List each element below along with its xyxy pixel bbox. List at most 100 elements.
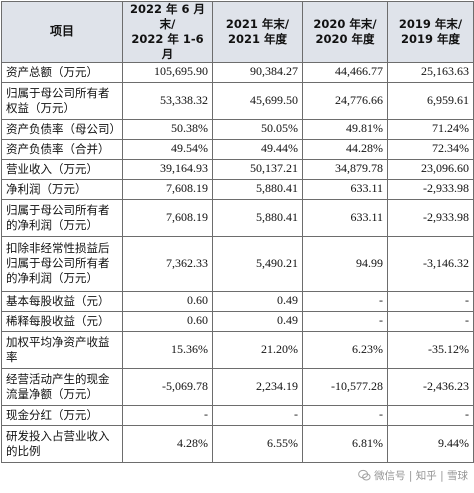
cell-value: 6.55% bbox=[212, 424, 303, 463]
table-row: 基本每股收益（元） 0.60 0.49 - - bbox=[1, 290, 474, 312]
cell-value: 7,608.19 bbox=[122, 178, 213, 200]
cell-value: 633.11 bbox=[302, 178, 388, 200]
cell-value: - bbox=[302, 404, 388, 426]
cell-value: 7,608.19 bbox=[122, 198, 213, 237]
row-label: 归属于母公司所有者的净利润（万元） bbox=[1, 198, 123, 237]
cell-value: -35.12% bbox=[387, 330, 474, 369]
row-label: 研发投入占营业收入的比例 bbox=[1, 424, 123, 463]
cell-value: 6.81% bbox=[302, 424, 388, 463]
table-row: 净利润（万元） 7,608.19 5,880.41 633.11 -2,933.… bbox=[1, 178, 474, 200]
cell-value: - bbox=[387, 404, 474, 426]
header-period-2020: 2020 年末/ 2020 年度 bbox=[302, 1, 388, 63]
header-period-2022h1-line2: 2022 年 1-6 月 bbox=[131, 31, 204, 61]
header-period-2021: 2021 年末/ 2021 年度 bbox=[212, 1, 303, 63]
row-label: 营业收入（万元） bbox=[1, 158, 123, 180]
cell-value: 0.60 bbox=[122, 310, 213, 332]
cell-value: 90,384.27 bbox=[212, 61, 303, 83]
cell-value: 6.23% bbox=[302, 330, 388, 369]
table-row: 稀释每股收益（元） 0.60 0.49 - - bbox=[1, 310, 474, 332]
cell-value: 53,338.32 bbox=[122, 81, 213, 120]
cell-value: -2,933.98 bbox=[387, 198, 474, 237]
row-label: 归属于母公司所有者权益（万元） bbox=[1, 81, 123, 120]
table-row: 资产负债率（合并） 49.54% 49.44% 44.28% 72.34% bbox=[1, 138, 474, 160]
cell-value: 49.44% bbox=[212, 138, 303, 160]
cell-value: 633.11 bbox=[302, 198, 388, 237]
header-period-2022h1: 2022 年 6 月末/ 2022 年 1-6 月 bbox=[122, 1, 213, 63]
cell-value: 25,163.63 bbox=[387, 61, 474, 83]
cell-value: 50.38% bbox=[122, 118, 213, 140]
row-label: 资产负债率（合并） bbox=[1, 138, 123, 160]
table-row: 营业收入（万元） 39,164.93 50,137.21 34,879.78 2… bbox=[1, 158, 474, 180]
wechat-bubble-icon bbox=[358, 469, 371, 481]
cell-value: 44.28% bbox=[302, 138, 388, 160]
cell-value: 39,164.93 bbox=[122, 158, 213, 180]
cell-value: 94.99 bbox=[302, 235, 388, 292]
header-period-2020-line1: 2020 年末/ bbox=[313, 16, 377, 31]
cell-value: 0.60 bbox=[122, 290, 213, 312]
cell-value: 44,466.77 bbox=[302, 61, 388, 83]
row-label: 基本每股收益（元） bbox=[1, 290, 123, 312]
cell-value: 49.54% bbox=[122, 138, 213, 160]
cell-value: 45,699.50 bbox=[212, 81, 303, 120]
cell-value: - bbox=[302, 310, 388, 332]
cell-value: -2,933.98 bbox=[387, 178, 474, 200]
header-period-2019-line2: 2019 年度 bbox=[400, 31, 460, 46]
cell-value: -5,069.78 bbox=[122, 367, 213, 406]
cell-value: 4.28% bbox=[122, 424, 213, 463]
cell-value: 5,880.41 bbox=[212, 198, 303, 237]
cell-value: 7,362.33 bbox=[122, 235, 213, 292]
table-row: 归属于母公司所有者权益（万元） 53,338.32 45,699.50 24,7… bbox=[1, 81, 474, 120]
row-label: 资产总额（万元） bbox=[1, 61, 123, 83]
header-item: 项目 bbox=[1, 1, 123, 63]
cell-value: 49.81% bbox=[302, 118, 388, 140]
cell-value: 23,096.60 bbox=[387, 158, 474, 180]
header-period-2020-line2: 2020 年度 bbox=[315, 31, 375, 46]
cell-value: 21.20% bbox=[212, 330, 303, 369]
cell-value: 5,490.21 bbox=[212, 235, 303, 292]
cell-value: 5,880.41 bbox=[212, 178, 303, 200]
table-row: 经营活动产生的现金流量净额（万元） -5,069.78 2,234.19 -10… bbox=[1, 367, 474, 406]
cell-value: 71.24% bbox=[387, 118, 474, 140]
cell-value: - bbox=[122, 404, 213, 426]
table-row: 扣除非经常性损益后归属于母公司所有者的净利润（万元） 7,362.33 5,49… bbox=[1, 235, 474, 292]
cell-value: 9.44% bbox=[387, 424, 474, 463]
header-period-2021-line2: 2021 年度 bbox=[227, 31, 287, 46]
cell-value: 50.05% bbox=[212, 118, 303, 140]
row-label: 净利润（万元） bbox=[1, 178, 123, 200]
table-row: 加权平均净资产收益率 15.36% 21.20% 6.23% -35.12% bbox=[1, 330, 474, 369]
financial-data-table: 项目 2022 年 6 月末/ 2022 年 1-6 月 2021 年末/ 20… bbox=[1, 1, 474, 463]
cell-value: - bbox=[212, 404, 303, 426]
cell-value: 72.34% bbox=[387, 138, 474, 160]
cell-value: 0.49 bbox=[212, 290, 303, 312]
header-period-2019-line1: 2019 年末/ bbox=[398, 16, 463, 31]
cell-value: 34,879.78 bbox=[302, 158, 388, 180]
row-label: 稀释每股收益（元） bbox=[1, 310, 123, 332]
cell-value: - bbox=[387, 310, 474, 332]
table-row: 研发投入占营业收入的比例 4.28% 6.55% 6.81% 9.44% bbox=[1, 424, 474, 463]
row-label: 加权平均净资产收益率 bbox=[1, 330, 123, 369]
cell-value: 50,137.21 bbox=[212, 158, 303, 180]
row-label: 扣除非经常性损益后归属于母公司所有者的净利润（万元） bbox=[1, 235, 123, 292]
header-period-2022h1-line1: 2022 年 6 月末/ bbox=[129, 2, 206, 31]
row-label: 现金分红（万元） bbox=[1, 404, 123, 426]
cell-value: 0.49 bbox=[212, 310, 303, 332]
row-label: 经营活动产生的现金流量净额（万元） bbox=[1, 367, 123, 406]
cell-value: -3,146.32 bbox=[387, 235, 474, 292]
cell-value: 105,695.90 bbox=[122, 61, 213, 83]
cell-value: - bbox=[302, 290, 388, 312]
cell-value: 2,234.19 bbox=[212, 367, 303, 406]
header-period-2021-line1: 2021 年末/ bbox=[225, 16, 290, 31]
cell-value: - bbox=[387, 290, 474, 312]
financial-table-container: 项目 2022 年 6 月末/ 2022 年 1-6 月 2021 年末/ 20… bbox=[1, 1, 474, 463]
cell-value: 15.36% bbox=[122, 330, 213, 369]
cell-value: -10,577.28 bbox=[302, 367, 388, 406]
table-header-row: 项目 2022 年 6 月末/ 2022 年 1-6 月 2021 年末/ 20… bbox=[1, 1, 474, 63]
table-row: 归属于母公司所有者的净利润（万元） 7,608.19 5,880.41 633.… bbox=[1, 198, 474, 237]
cell-value: 6,959.61 bbox=[387, 81, 474, 120]
watermark-text: 微信号 | 知乎 | 雪球 bbox=[374, 470, 468, 482]
table-row: 现金分红（万元） - - - - bbox=[1, 404, 474, 426]
cell-value: -2,436.23 bbox=[387, 367, 474, 406]
table-row: 资产总额（万元） 105,695.90 90,384.27 44,466.77 … bbox=[1, 61, 474, 83]
cell-value: 24,776.66 bbox=[302, 81, 388, 120]
header-period-2019: 2019 年末/ 2019 年度 bbox=[387, 1, 474, 63]
